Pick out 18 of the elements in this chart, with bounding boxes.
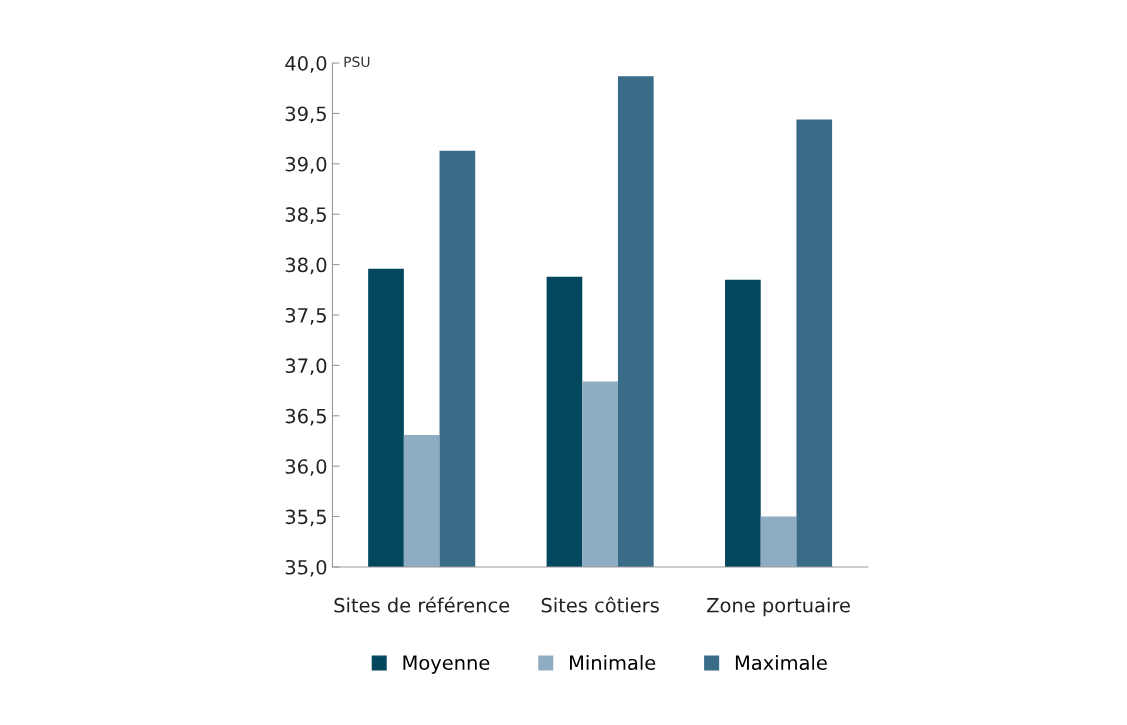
y-tick-label: 40,0 — [285, 56, 327, 73]
legend-label: Maximale — [735, 654, 827, 671]
y-tick-label: 38,5 — [285, 207, 326, 224]
y-tick-label: 36,5 — [285, 408, 326, 426]
x-tick-label: Sites côtiers — [541, 596, 659, 613]
y-tick-label: 38,0 — [285, 257, 327, 275]
legend-label: Moyenne — [403, 655, 490, 674]
y-tick-label: 39,5 — [285, 106, 326, 124]
y-axis-title: PSU — [344, 56, 370, 68]
legend-label: Minimale — [570, 654, 656, 671]
x-tick-label: Sites de référence — [334, 596, 510, 613]
y-tick-label: 36,0 — [285, 459, 327, 476]
x-tick-label: Zone portuaire — [707, 597, 850, 617]
y-tick-label: 35,0 — [285, 559, 327, 577]
y-tick-label: 39,0 — [285, 156, 327, 174]
y-tick-label: 35,5 — [285, 509, 326, 527]
y-tick-label: 37,0 — [285, 358, 327, 376]
y-tick-label: 37,5 — [285, 307, 326, 325]
